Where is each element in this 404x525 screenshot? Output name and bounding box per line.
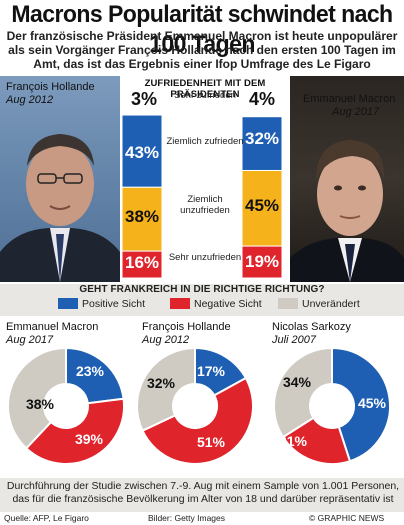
donut-3-slice-0 (331, 346, 391, 463)
bar-hollande-segment-1 (121, 114, 163, 188)
legend-swatch-negative (170, 298, 190, 309)
lede-text: Der französische Präsident Emmanuel Macr… (6, 29, 398, 71)
legend-swatch-positive (58, 298, 78, 309)
hollande-portrait-icon (0, 134, 120, 282)
pie2-date: Aug 2012 (142, 334, 190, 346)
pie1-label-unchanged: 38% (25, 396, 55, 412)
pie1-label-negative: 39% (74, 431, 104, 447)
category-fairly-dissatisfied: Ziemlich unzufrieden (162, 194, 248, 216)
legend-swatch-unchanged (278, 298, 298, 309)
pie2-label-positive: 17% (196, 363, 226, 379)
right-person-name: Emmanuel Macron (303, 93, 396, 105)
left-very-dissatisfied-value: 16% (124, 253, 160, 272)
macron-photo (290, 76, 404, 282)
pie1-date: Aug 2017 (6, 334, 54, 346)
donut-2-slice-1 (141, 376, 254, 465)
satisfaction-heading: ZUFRIEDENHEIT MIT DEM PRÄSIDENTEN (144, 78, 266, 100)
bar-macron-segment-3 (241, 245, 283, 279)
pie3-label-positive: 45% (357, 395, 387, 411)
right-fairly-satisfied-value: 32% (244, 129, 280, 148)
left-person-name: François Hollande (6, 81, 95, 93)
footnote-text: Durchführung der Studie zwischen 7.-9. A… (6, 480, 400, 505)
graphic-news-credit: © GRAPHIC NEWS (309, 513, 385, 523)
hollande-photo (0, 76, 120, 282)
macron-portrait-icon (290, 140, 404, 282)
pie3-label-negative: 21% (278, 433, 308, 449)
category-very-satisfied: Sehr zufrieden (162, 90, 248, 101)
pie3-date: Juli 2007 (272, 334, 317, 346)
donut-1-slice-2 (7, 346, 67, 450)
page-title: Macrons Popularität schwindet nach 100 T… (11, 1, 393, 58)
donut-3-slice-1 (281, 416, 352, 465)
legend-negative: Negative Sicht (194, 298, 262, 310)
images-credit: Bilder: Getty Images (148, 513, 226, 523)
left-fairly-satisfied-value: 43% (124, 143, 160, 162)
donut-2-slice-2 (136, 346, 196, 433)
legend-unchanged: Unverändert (302, 298, 360, 310)
category-fairly-dissatisfied-text: Ziemlich unzufrieden (180, 194, 230, 216)
left-fairly-dissatisfied-value: 38% (124, 207, 160, 226)
left-very-satisfied-value: 3% (130, 89, 157, 109)
legend-positive: Positive Sicht (82, 298, 146, 310)
donut-3-slice-2 (273, 346, 333, 439)
pie2-label-negative: 51% (196, 434, 226, 450)
category-fairly-satisfied: Ziemlich zufrieden (162, 136, 248, 147)
pie2-label-unchanged: 32% (146, 375, 176, 391)
pie3-name: Nicolas Sarkozy (272, 321, 351, 333)
right-person-date: Aug 2017 (332, 106, 380, 118)
bar-hollande-segment-2 (121, 186, 163, 252)
pie3-label-unchanged: 34% (282, 374, 312, 390)
donut-1-slice-0 (65, 346, 125, 405)
pie1-label-positive: 23% (75, 363, 105, 379)
footnote-band (0, 478, 404, 512)
right-fairly-dissatisfied-value: 45% (244, 196, 280, 215)
category-very-satisfied-text: Sehr zufrieden (174, 90, 236, 101)
left-person-date: Aug 2012 (6, 94, 54, 106)
category-very-dissatisfied-text: Sehr unzufrieden (168, 252, 242, 263)
pie1-name: Emmanuel Macron (6, 321, 99, 333)
bar-macron-segment-1 (241, 116, 283, 171)
category-very-dissatisfied: Sehr unzufrieden (162, 252, 248, 263)
donut-1-slice-1 (24, 397, 125, 465)
question-title: GEHT FRANKREICH IN DIE RICHTIGE RICHTUNG… (79, 284, 325, 295)
pie2-name: François Hollande (142, 321, 231, 333)
bar-hollande-segment-3 (121, 250, 163, 279)
right-very-dissatisfied-value: 19% (244, 252, 280, 271)
source-text: Quelle: AFP, Le Figaro (4, 513, 89, 523)
category-fairly-satisfied-text: Ziemlich zufrieden (166, 136, 244, 147)
right-very-satisfied-value: 4% (248, 89, 275, 109)
